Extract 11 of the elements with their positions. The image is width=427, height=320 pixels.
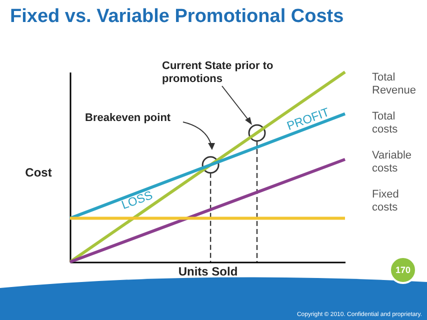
text: 170 — [395, 265, 411, 275]
x-axis-title: Units Sold — [178, 264, 238, 278]
chart-title: Fixed vs. Variable Promotional Costs — [10, 6, 344, 27]
text: Fixed costs — [372, 188, 399, 214]
text: Variable costs — [372, 150, 412, 174]
annotation: LOSS — [120, 188, 154, 212]
annotation: Current State prior to promotions — [162, 60, 274, 85]
text: Total Revenue — [372, 72, 416, 96]
text: Total costs — [372, 110, 398, 136]
annotation: Breakeven point — [85, 112, 171, 124]
y-axis-title: Cost — [25, 166, 52, 180]
